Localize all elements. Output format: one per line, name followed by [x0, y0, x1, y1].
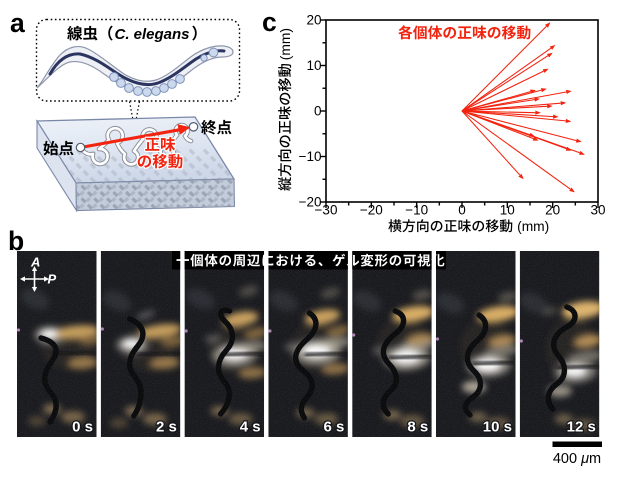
svg-text:2 s: 2 s [156, 419, 177, 436]
svg-text:30: 30 [590, 203, 605, 218]
svg-text:10: 10 [306, 58, 321, 73]
svg-text:4 s: 4 s [240, 419, 261, 436]
svg-text:−20: −20 [299, 195, 322, 210]
svg-text:20: 20 [545, 203, 560, 218]
svg-text:400 μm: 400 μm [553, 451, 601, 467]
svg-text:0: 0 [458, 203, 466, 218]
svg-text:−10: −10 [299, 149, 322, 164]
svg-text:a: a [10, 8, 25, 38]
svg-text:10 s: 10 s [483, 419, 512, 436]
svg-text:6 s: 6 s [324, 419, 345, 436]
svg-text:0: 0 [314, 104, 322, 119]
svg-text:−20: −20 [360, 203, 383, 218]
svg-text:8 s: 8 s [407, 419, 428, 436]
svg-text:0 s: 0 s [72, 419, 93, 436]
svg-text:10: 10 [500, 203, 515, 218]
svg-text:P: P [48, 272, 57, 287]
svg-text:A: A [30, 255, 40, 270]
svg-text:(mm): (mm) [278, 28, 293, 60]
svg-text:12 s: 12 s [567, 419, 596, 436]
svg-text:−30: −30 [315, 203, 338, 218]
svg-text:c: c [262, 7, 277, 37]
svg-text:−10: −10 [405, 203, 428, 218]
svg-text:20: 20 [306, 13, 321, 28]
svg-text:(mm): (mm) [517, 219, 549, 234]
svg-text:C. elegans: C. elegans [115, 26, 190, 43]
svg-text:b: b [8, 226, 24, 256]
